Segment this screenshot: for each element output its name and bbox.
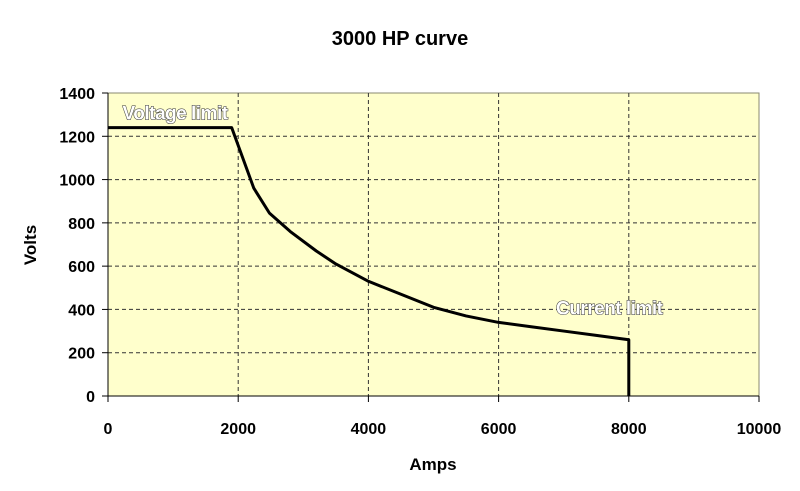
x-tick-label: 8000 (611, 421, 647, 438)
y-tick-label: 1200 (59, 129, 95, 146)
data-line (108, 126, 631, 396)
y-tick-label: 200 (68, 346, 95, 363)
x-axis-label: Amps (409, 455, 456, 474)
y-tick-label: 600 (68, 259, 95, 276)
axes (102, 92, 760, 402)
x-tick-label: 4000 (351, 421, 387, 438)
y-tick-label: 400 (68, 302, 95, 319)
tick-labels: 0 2000 4000 6000 8000 10000 0 200 400 600 800 1000 1… (59, 86, 781, 438)
annotations: Voltage limit Current limit (122, 103, 665, 320)
y-tick-label: 0 (86, 389, 95, 406)
x-tick-label: 6000 (481, 421, 517, 438)
annotation-label: Voltage limit (123, 103, 229, 124)
annotation-label: Current limit (556, 298, 664, 319)
x-tick-label: 0 (104, 421, 113, 438)
y-tick-label: 1000 (59, 173, 95, 190)
x-tick-label: 10000 (737, 421, 782, 438)
plot-area (107, 92, 760, 397)
y-axis-label: Volts (21, 225, 40, 265)
x-tick-label: 2000 (220, 421, 256, 438)
y-tick-label: 800 (68, 216, 95, 233)
gridlines (108, 93, 759, 396)
chart-title: 3000 HP curve (332, 28, 468, 50)
y-tick-label: 1400 (59, 86, 95, 103)
